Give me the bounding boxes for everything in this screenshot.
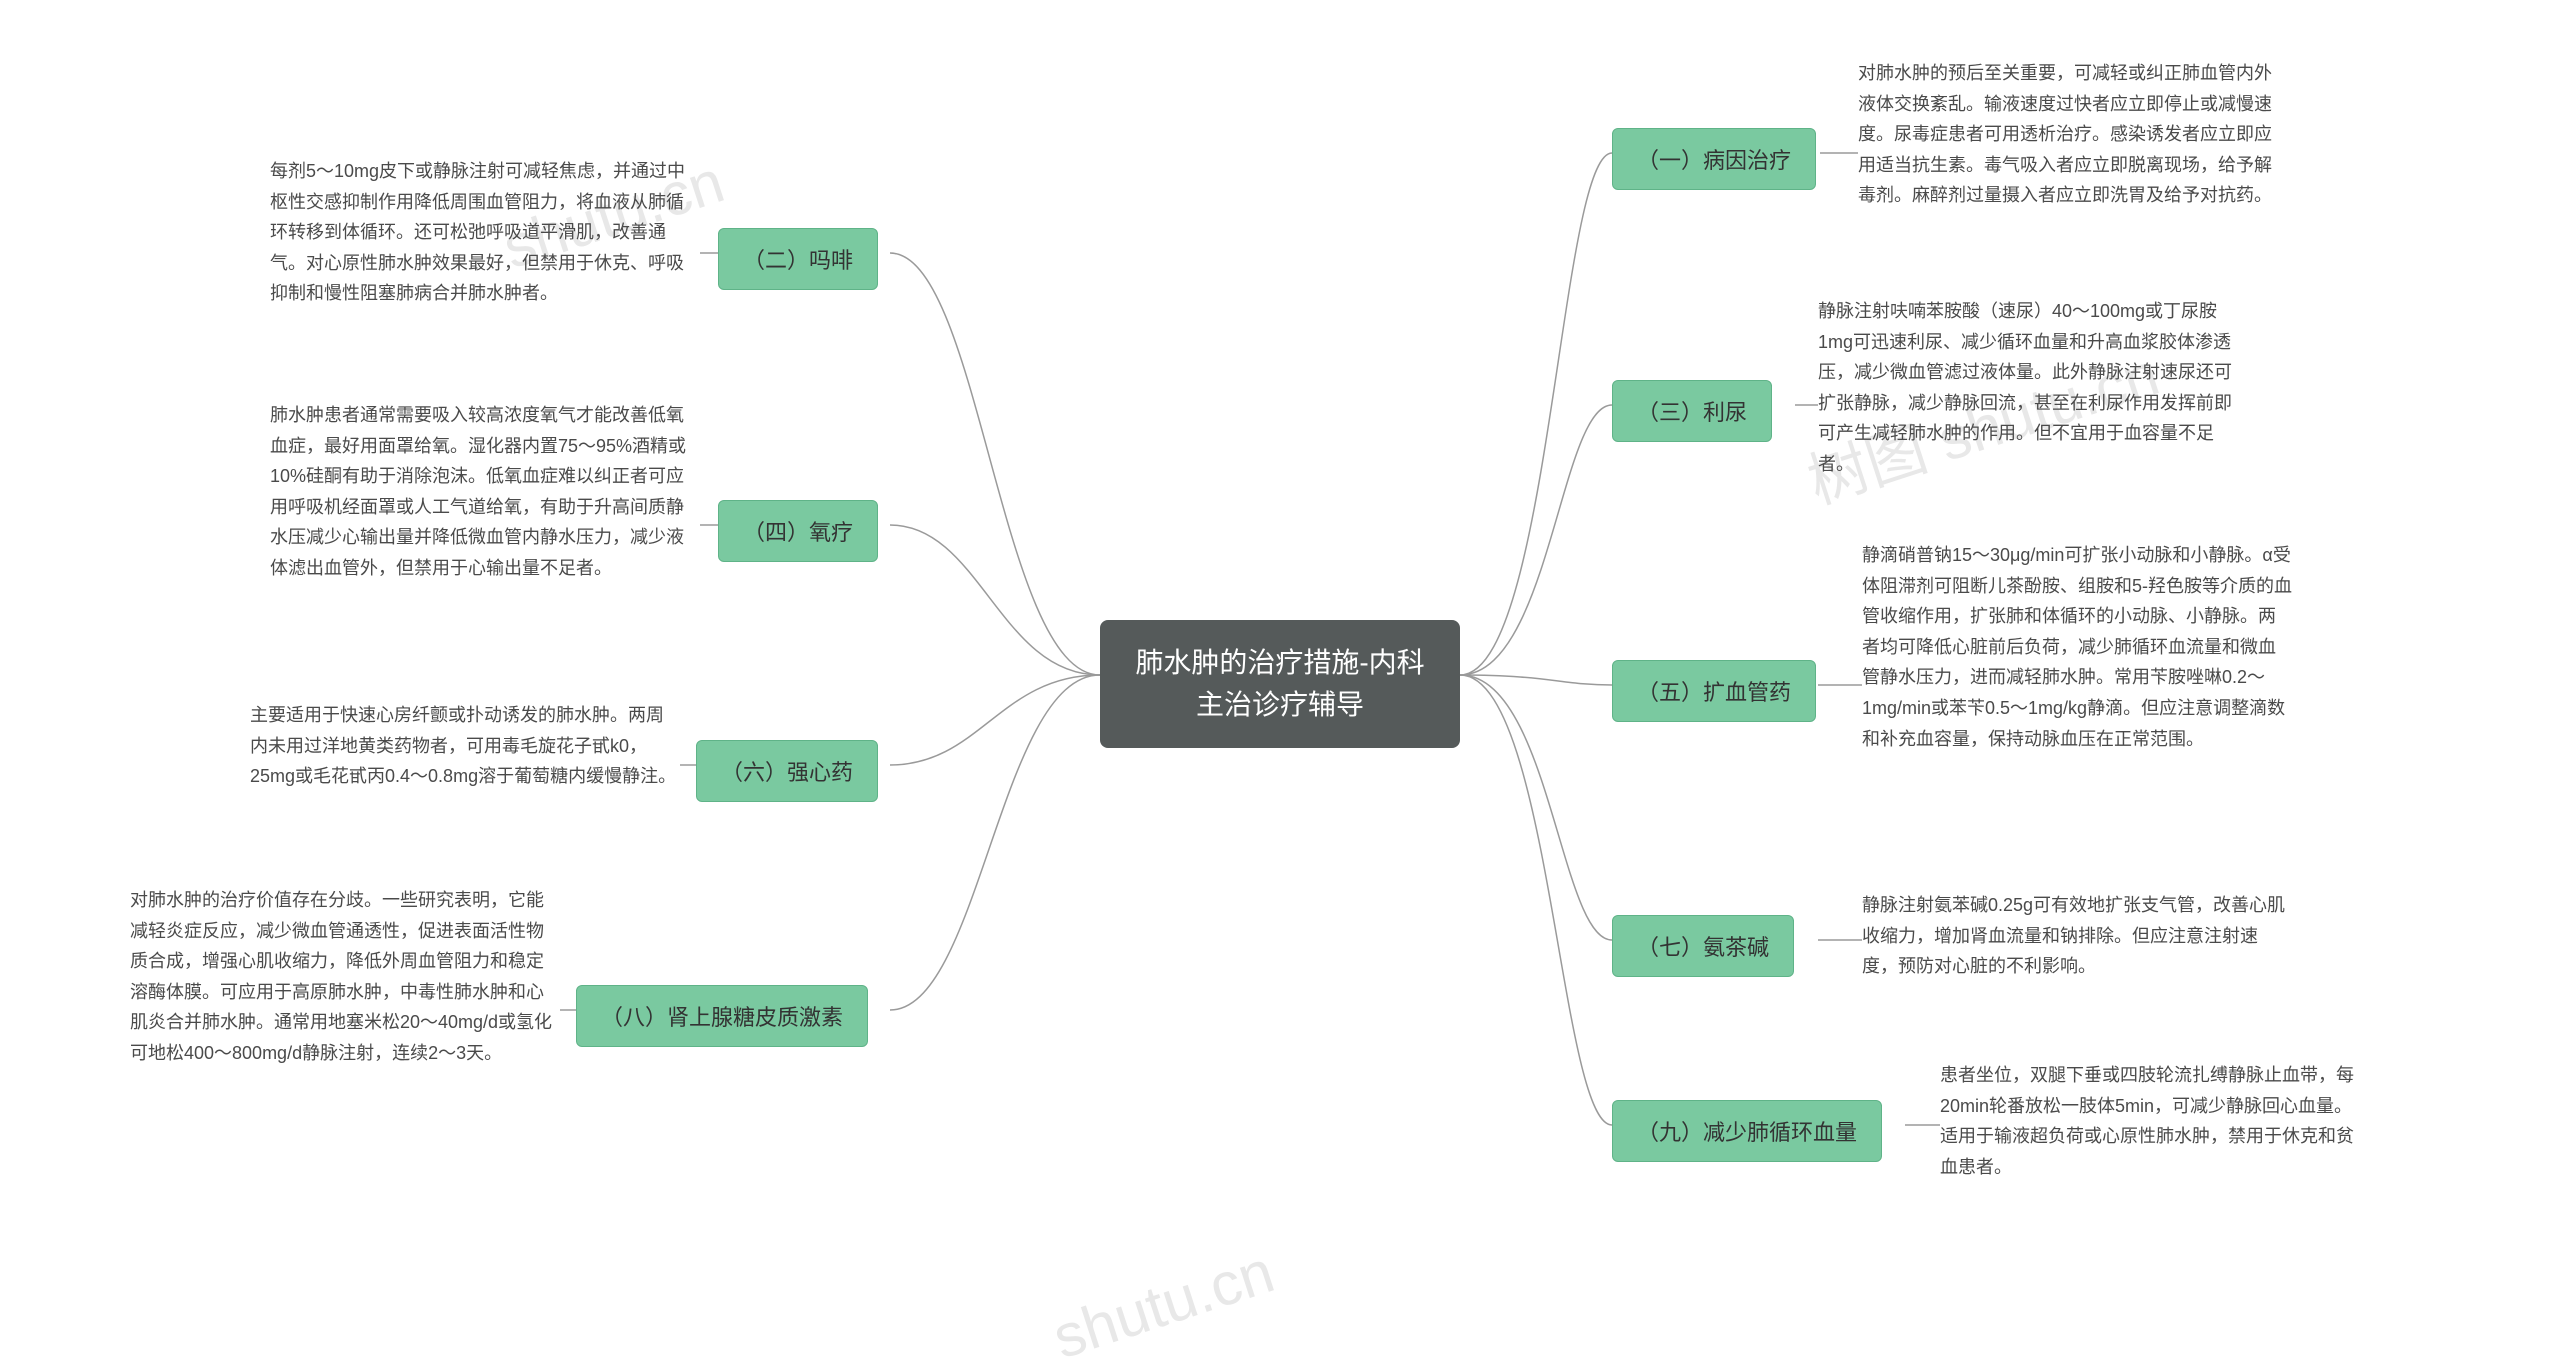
branch-9: （九）减少肺循环血量: [1612, 1100, 1882, 1162]
desc-3: 静脉注射呋喃苯胺酸（速尿）40～100mg或丁尿胺1mg可迅速利尿、减少循环血量…: [1818, 296, 2248, 480]
desc-1: 对肺水肿的预后至关重要，可减轻或纠正肺血管内外液体交换紊乱。输液速度过快者应立即…: [1858, 58, 2288, 211]
branch-7: （七）氨茶碱: [1612, 915, 1794, 977]
desc-8: 对肺水肿的治疗价值存在分歧。一些研究表明，它能减轻炎症反应，减少微血管通透性，促…: [130, 885, 560, 1069]
branch-8: （八）肾上腺糖皮质激素: [576, 985, 868, 1047]
branch-3: （三）利尿: [1612, 380, 1772, 442]
branch-4: （四）氧疗: [718, 500, 878, 562]
branch-6: （六）强心药: [696, 740, 878, 802]
desc-6: 主要适用于快速心房纤颤或扑动诱发的肺水肿。两周内未用过洋地黄类药物者，可用毒毛旋…: [250, 700, 680, 792]
center-node: 肺水肿的治疗措施-内科主治诊疗辅导: [1100, 620, 1460, 748]
desc-7: 静脉注射氨苯碱0.25g可有效地扩张支气管，改善心肌收缩力，增加肾血流量和钠排除…: [1862, 890, 2292, 982]
desc-4: 肺水肿患者通常需要吸入较高浓度氧气才能改善低氧血症，最好用面罩给氧。湿化器内置7…: [270, 400, 700, 584]
branch-1: （一）病因治疗: [1612, 128, 1816, 190]
branch-2: （二）吗啡: [718, 228, 878, 290]
watermark-3: shutu.cn: [1045, 1237, 1282, 1372]
desc-9: 患者坐位，双腿下垂或四肢轮流扎缚静脉止血带，每20min轮番放松一肢体5min，…: [1940, 1060, 2370, 1182]
branch-5: （五）扩血管药: [1612, 660, 1816, 722]
desc-5: 静滴硝普钠15～30μg/min可扩张小动脉和小静脉。α受体阻滞剂可阻断儿茶酚胺…: [1862, 540, 2292, 754]
desc-2: 每剂5～10mg皮下或静脉注射可减轻焦虑，并通过中枢性交感抑制作用降低周围血管阻…: [270, 156, 700, 309]
